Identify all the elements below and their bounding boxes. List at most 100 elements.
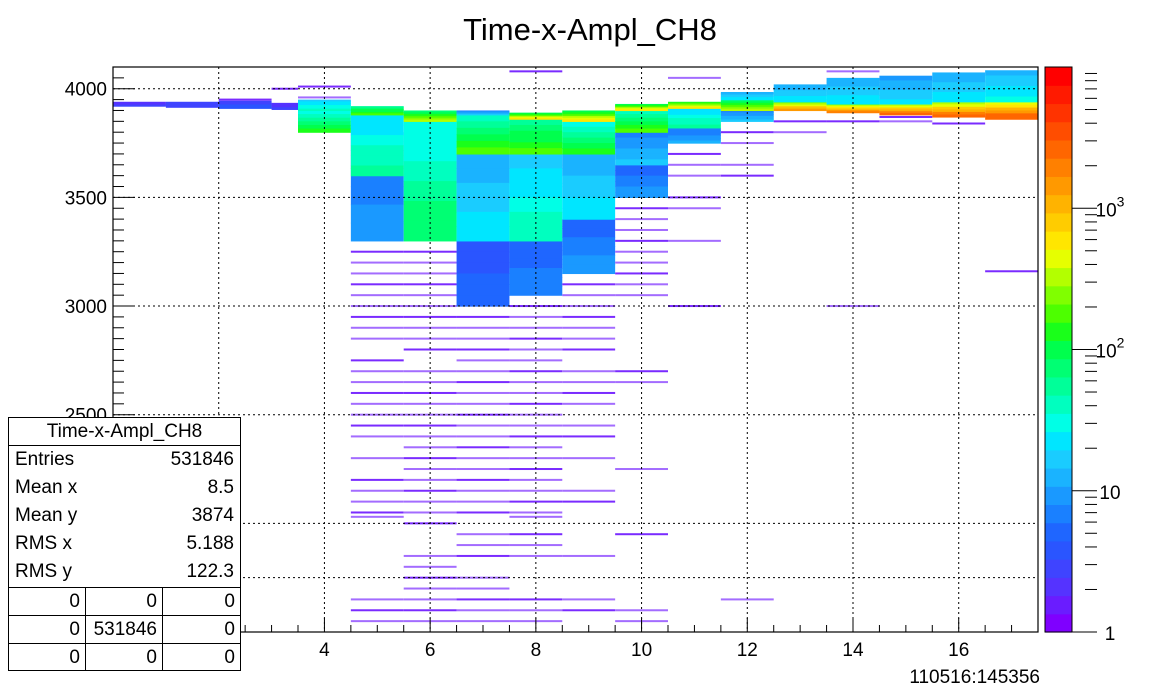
heat-cell-15-1-4	[879, 94, 933, 100]
sparse-bin-9-15	[562, 500, 616, 503]
sparse-bin-7-8	[456, 402, 510, 405]
stats-value: 8.5	[207, 477, 234, 498]
heat-cell-8-0-0	[509, 240, 563, 251]
stats-box: Time-x-Ampl_CH8 Entries 531846 Mean x 8.5 Me…	[8, 417, 241, 671]
sparse-bin-8-27	[509, 70, 563, 73]
sparse-bin-10-2	[615, 228, 668, 231]
stats-row-mean-x: Mean x 8.5	[9, 474, 240, 502]
heat-cell-15-0-2	[879, 107, 933, 110]
heat-cell-17-0-3	[985, 110, 1038, 114]
stats-row-mean-y: Mean y 3874	[9, 502, 240, 530]
heat-cell-17-0-0	[985, 101, 1038, 106]
sparse-bin-5-17	[350, 457, 404, 460]
sparse-bin-7-26	[456, 620, 510, 623]
heat-cell-11-0-1	[668, 130, 721, 134]
color-scale-exponent-3: 3	[1117, 193, 1125, 209]
heat-cell-12-1-3	[720, 105, 774, 108]
heat-cell-15-0-4	[879, 111, 933, 114]
sparse-bin-7-5	[456, 370, 510, 373]
heat-cell-12-0-0	[720, 110, 774, 113]
heat-cell-15-1-2	[879, 85, 933, 91]
heat-cell-12-1-2	[720, 103, 774, 106]
heat-cell-6-1-5	[403, 119, 457, 122]
sparse-bin-5-11	[350, 381, 404, 384]
sparse-bin-10-7	[615, 283, 668, 286]
heat-cell-11-1-4	[668, 121, 721, 126]
sparse-bin-9-11	[562, 424, 616, 427]
heat-cell-6-0-0	[403, 121, 457, 142]
heat-cell-3-0-4	[271, 107, 298, 109]
sparse-bin-7-7	[456, 391, 510, 394]
heat-cell-6-0-3	[403, 181, 457, 202]
heat-cell-13-0-3	[773, 106, 827, 109]
color-scale-swatch-0	[1045, 613, 1072, 633]
heat-cell-15-0-5	[879, 112, 933, 116]
heat-cell-4-1-2	[298, 103, 351, 106]
heat-cell-8-2-5	[509, 148, 563, 155]
heat-cell-5-0-3	[350, 186, 404, 206]
heat-cell-9-0-2	[562, 237, 616, 247]
heat-cell-16-1-1	[932, 77, 986, 83]
heat-cell-10-2-1	[615, 114, 668, 119]
heat-cell-11-1-5	[668, 124, 721, 129]
stats-grid-cell: 0	[9, 644, 86, 671]
heat-cell-6-0-1	[403, 141, 457, 162]
sparse-bin-5-20	[350, 500, 404, 503]
sparse-bin-4-0	[298, 85, 351, 88]
sparse-bin-5-0	[350, 250, 404, 253]
heat-cell-8-1-1	[509, 168, 563, 184]
heat-cell-9-1-4	[562, 197, 616, 209]
sparse-bin-11-2	[668, 174, 721, 177]
heat-cell-16-1-4	[932, 91, 986, 98]
x-tick-label-3: 8	[531, 640, 542, 661]
sparse-bin-5-5	[350, 305, 404, 308]
sparse-bin-8-24	[509, 598, 563, 601]
heat-cell-9-1-1	[562, 164, 616, 177]
sparse-bin-5-4	[350, 294, 404, 297]
heat-cell-5-0-5	[350, 222, 404, 242]
heat-cell-7-3-2	[456, 111, 510, 114]
sparse-bin-14-0	[826, 120, 880, 123]
x-tick-label-5: 12	[737, 640, 758, 661]
sparse-bin-10-9	[615, 370, 668, 373]
heat-cell-6-0-4	[403, 201, 457, 222]
heat-cell-9-1-2	[562, 175, 616, 188]
sparse-bin-12-2	[720, 163, 774, 166]
heat-cell-2-0-1	[218, 101, 272, 104]
color-scale-swatch-12	[1045, 395, 1072, 414]
sparse-bin-10-4	[615, 250, 668, 253]
color-scale-swatch-19	[1045, 267, 1072, 287]
heat-cell-8-1-0	[509, 153, 563, 170]
heat-cell-13-0-0	[773, 101, 827, 104]
sparse-bin-5-24	[350, 609, 404, 612]
heat-cell-13-0-5	[773, 109, 827, 112]
heat-cell-12-1-0	[720, 99, 774, 103]
heat-cell-9-3-4	[562, 117, 616, 121]
stats-label: Mean x	[15, 477, 78, 498]
color-scale-swatch-23	[1045, 194, 1072, 214]
sparse-bin-6-4	[403, 294, 457, 297]
color-scale-swatch-14	[1045, 358, 1072, 378]
heat-cell-2-0-0	[218, 100, 272, 103]
heat-cell-13-0-2	[773, 104, 827, 107]
heat-cell-15-1-1	[879, 80, 933, 86]
heat-cell-9-2-4	[562, 143, 616, 150]
heat-cell-10-1-3	[615, 148, 668, 155]
color-scale-exponent-2: 2	[1117, 335, 1125, 351]
sparse-bin-11-7	[668, 76, 721, 79]
heat-cell-9-0-4	[562, 255, 616, 265]
heat-cell-6-1-2	[403, 114, 457, 117]
heat-cell-9-3-2	[562, 114, 616, 117]
heat-cell-9-0-1	[562, 228, 616, 238]
sparse-bin-6-22	[403, 500, 457, 503]
sparse-bin-8-25	[509, 609, 563, 612]
heat-cell-9-1-3	[562, 186, 616, 198]
sparse-bin-7-12	[456, 446, 510, 449]
heat-cell-11-0-3	[668, 135, 721, 139]
heat-cell-17-1-2	[985, 80, 1038, 87]
sparse-bin-9-13	[562, 457, 616, 460]
color-scale-swatch-13	[1045, 376, 1072, 396]
heat-cell-13-1-2	[773, 90, 827, 94]
